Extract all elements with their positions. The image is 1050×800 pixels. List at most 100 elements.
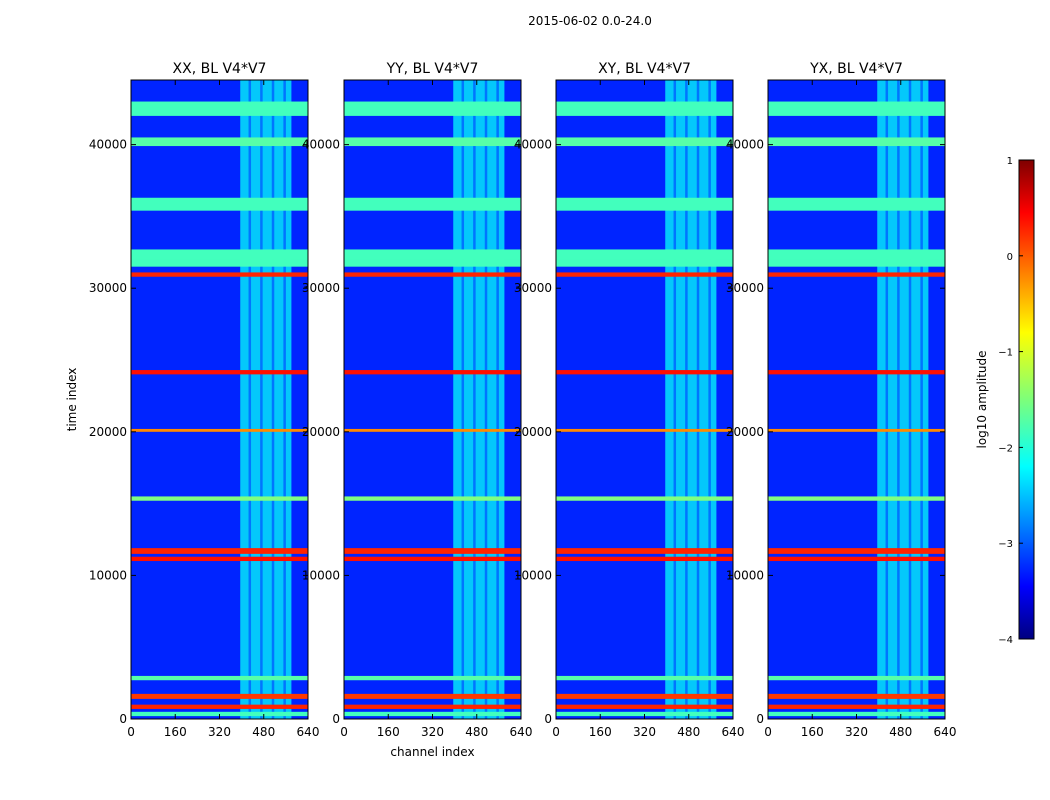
x-tick-label: 320 [633,725,656,739]
flagged-row-band [556,556,733,562]
x-tick-label: 640 [934,725,957,739]
flagged-row-band [768,711,945,717]
x-tick-label: 160 [377,725,400,739]
x-tick-label: 480 [252,725,275,739]
y-tick-label: 10000 [726,568,764,582]
flagged-row-band [344,548,521,554]
flagged-row-band [131,272,308,277]
y-tick-label: 30000 [514,281,552,295]
x-tick-label: 0 [552,725,560,739]
y-tick-label: 40000 [514,138,552,152]
flagged-row-band [344,675,521,681]
y-tick-label: 20000 [89,425,127,439]
y-tick-label: 40000 [89,138,127,152]
figure-suptitle: 2015-06-02 0.0-24.0 [528,14,652,28]
colorbar-gradient [1018,159,1035,640]
channel-gap [708,80,711,719]
flagged-row-band [344,704,521,709]
flagged-row-band [768,259,945,267]
flagged-row-band [131,704,308,709]
x-tick-label: 0 [127,725,135,739]
flagged-row-band [556,249,733,260]
channel-gap [920,80,923,719]
x-tick-label: 480 [465,725,488,739]
flagged-row-band [556,675,733,681]
flagged-row-band [131,197,308,211]
flagged-row-band [768,556,945,562]
y-tick-label: 0 [544,712,552,726]
flagged-row-band [768,249,945,260]
flagged-row-band [344,249,521,260]
y-tick-label: 20000 [514,425,552,439]
y-tick-label: 10000 [89,568,127,582]
flagged-row-band [131,693,308,699]
flagged-row-band [131,556,308,562]
channel-gap [260,80,263,719]
panel-title: XY, BL V4*V7 [598,61,691,77]
x-tick-label: 160 [164,725,187,739]
channel-gap [271,80,275,719]
colorbar-tick-label: −3 [998,539,1013,550]
flagged-row-band [768,704,945,709]
channel-gap [908,80,912,719]
y-tick-label: 30000 [89,281,127,295]
x-tick-label: 160 [801,725,824,739]
panel-1: YY, BL V4*V7 0 160 320 480 640 0 10000 20000 3000… [302,61,533,759]
flagged-row-band [768,693,945,699]
x-tick-label: 640 [722,725,745,739]
flagged-row-band [344,711,521,717]
panel-2: XY, BL V4*V7 0 160 320 480 640 0 10000 20000 3000… [514,61,745,739]
channel-gap [696,80,700,719]
flagged-row-band [131,711,308,717]
flagged-row-band [131,101,308,116]
flagged-row-band [768,137,945,147]
channel-gap [673,80,677,719]
y-tick-label: 30000 [726,281,764,295]
x-tick-label: 0 [340,725,348,739]
channel-gap [283,80,286,719]
y-tick-label: 40000 [302,138,340,152]
flagged-row-band [556,259,733,267]
y-tick-label: 20000 [302,425,340,439]
x-tick-label: 320 [421,725,444,739]
flagged-row-band [131,137,308,147]
panel-title: YY, BL V4*V7 [386,61,479,77]
channel-gap [473,80,476,719]
panel-3: YX, BL V4*V7 0 160 320 480 640 0 10000 20000 3000… [726,61,957,739]
channel-gap [685,80,688,719]
flagged-row-band [556,101,733,116]
x-tick-label: 320 [208,725,231,739]
colorbar-label: log10 amplitude [975,350,989,448]
flagged-row-band [344,556,521,562]
flagged-row-band [131,428,308,432]
flagged-row-band [344,197,521,211]
flagged-row-band [556,704,733,709]
x-tick-label: 480 [889,725,912,739]
flagged-row-band [768,370,945,375]
x-tick-label: 320 [845,725,868,739]
flagged-row-band [768,548,945,554]
y-tick-label: 10000 [514,568,552,582]
panels-group: XX, BL V4*V7 0 160 320 480 640 0 10000 20000 3000… [65,61,956,759]
y-tick-label: 40000 [726,138,764,152]
flagged-row-band [344,137,521,147]
y-tick-label: 30000 [302,281,340,295]
y-tick-label: 20000 [726,425,764,439]
flagged-row-band [556,548,733,554]
y-axis-label: time index [65,368,79,432]
flagged-row-band [131,675,308,681]
channel-gap [461,80,465,719]
colorbar-tick-label: 0 [1007,252,1013,263]
flagged-row-band [556,428,733,432]
colorbar-tick-label: −4 [998,635,1013,646]
colorbar: 1 0 −1 −2 −3 −4 log10 amplitude [975,156,1035,646]
flagged-row-band [344,101,521,116]
flagged-row-band [768,496,945,501]
flagged-row-band [768,428,945,432]
x-tick-label: 480 [677,725,700,739]
flagged-row-band [768,272,945,277]
panel-0: XX, BL V4*V7 0 160 320 480 640 0 10000 20000 3000… [65,61,319,739]
flagged-row-band [556,197,733,211]
flagged-row-band [131,548,308,554]
flagged-row-band [344,428,521,432]
